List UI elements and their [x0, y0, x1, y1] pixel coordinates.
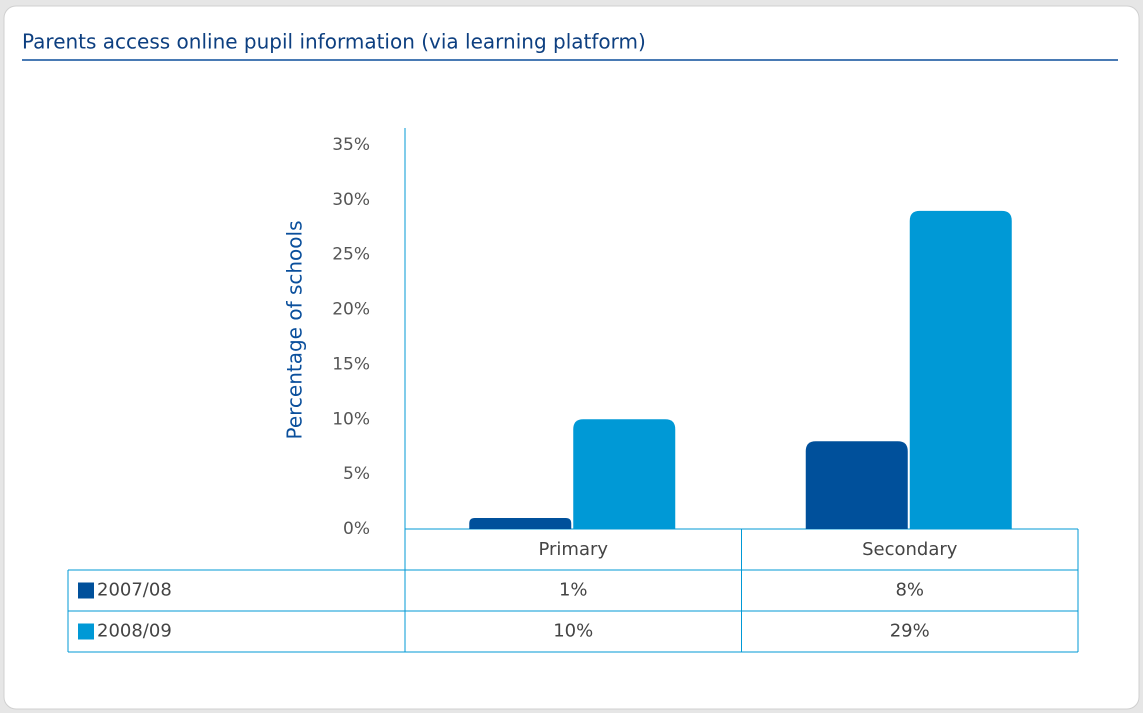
y-tick-label: 15%	[332, 354, 370, 374]
bar	[573, 419, 676, 529]
value-label: 1%	[559, 580, 588, 601]
y-tick-label: 10%	[332, 409, 370, 429]
bar	[909, 210, 1012, 530]
y-tick-label: 20%	[332, 300, 370, 320]
y-tick-label: 35%	[332, 135, 370, 155]
legend-label: 2007/08	[97, 580, 172, 601]
legend-swatch	[78, 623, 94, 640]
y-tick-label: 25%	[332, 245, 370, 265]
card	[3, 5, 1140, 710]
y-tick-label: 30%	[332, 190, 370, 210]
x-tick-label: Secondary	[862, 539, 958, 560]
bar	[805, 441, 908, 529]
legend-label: 2008/09	[97, 621, 172, 642]
y-tick-label: 0%	[343, 519, 370, 539]
y-axis-label: Percentage of schools	[283, 220, 307, 439]
y-tick-label: 5%	[343, 464, 370, 484]
value-label: 8%	[895, 580, 924, 601]
value-label: 29%	[890, 621, 930, 642]
value-label: 10%	[553, 621, 593, 642]
chart-title: Parents access online pupil information …	[22, 30, 646, 54]
legend-swatch	[78, 582, 94, 599]
x-tick-label: Primary	[538, 539, 608, 560]
bar	[469, 518, 572, 529]
